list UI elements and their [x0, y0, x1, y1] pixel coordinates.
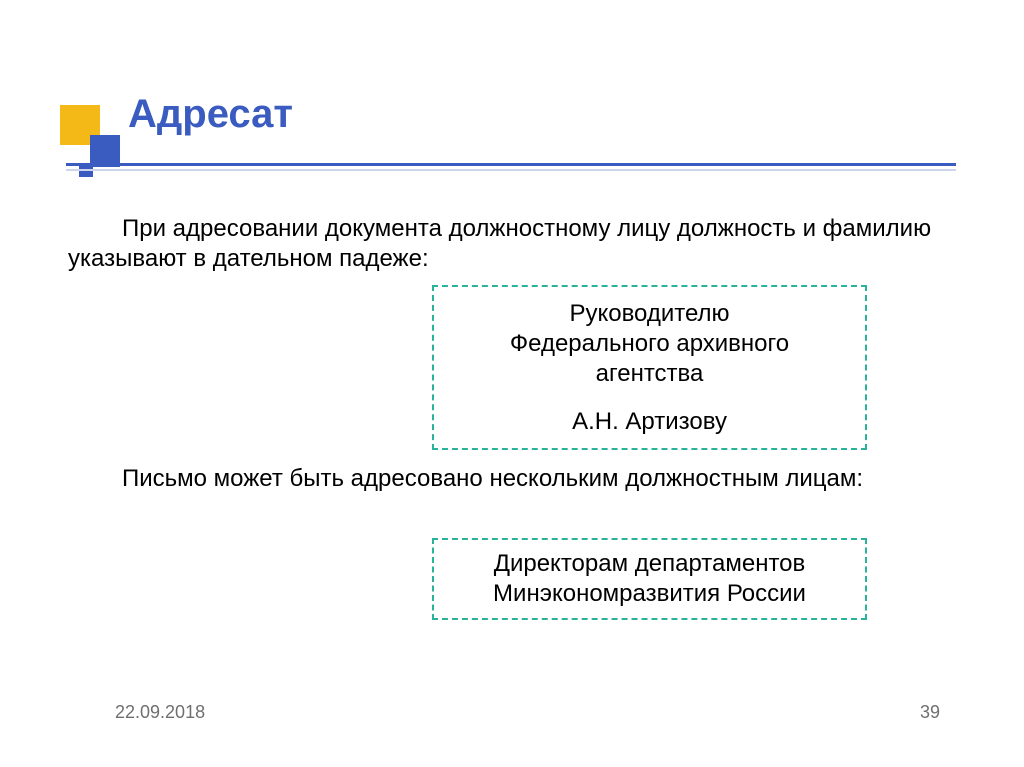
paragraph-1-text: При адресовании документа должностному л… [68, 215, 931, 272]
box2-line1: Директорам департаментов [446, 549, 853, 579]
box1-line4: А.Н. Артизову [446, 407, 853, 437]
footer-date: 22.09.2018 [115, 702, 205, 723]
paragraph-1: При адресовании документа должностному л… [68, 214, 958, 274]
title-rule-primary [66, 163, 956, 166]
box2-line2: Минэкономразвития России [446, 579, 853, 609]
box1-line2: Федерального архивного [446, 329, 853, 359]
box1-line1: Руководителю [446, 299, 853, 329]
box1-block-top: Руководителю Федерального архивного аген… [446, 299, 853, 389]
box1-line3: агентства [446, 359, 853, 389]
slide: Адресат При адресовании документа должно… [0, 0, 1024, 767]
slide-title: Адресат [128, 92, 293, 137]
slide-logo [46, 105, 118, 177]
title-rule-secondary [66, 169, 956, 171]
addressee-box-2: Директорам департаментов Минэкономразвит… [432, 538, 867, 620]
addressee-box-1: Руководителю Федерального архивного аген… [432, 285, 867, 450]
paragraph-2-text: Письмо может быть адресовано нескольким … [122, 465, 863, 492]
paragraph-2: Письмо может быть адресовано нескольким … [68, 464, 958, 494]
footer-page-number: 39 [920, 702, 940, 723]
